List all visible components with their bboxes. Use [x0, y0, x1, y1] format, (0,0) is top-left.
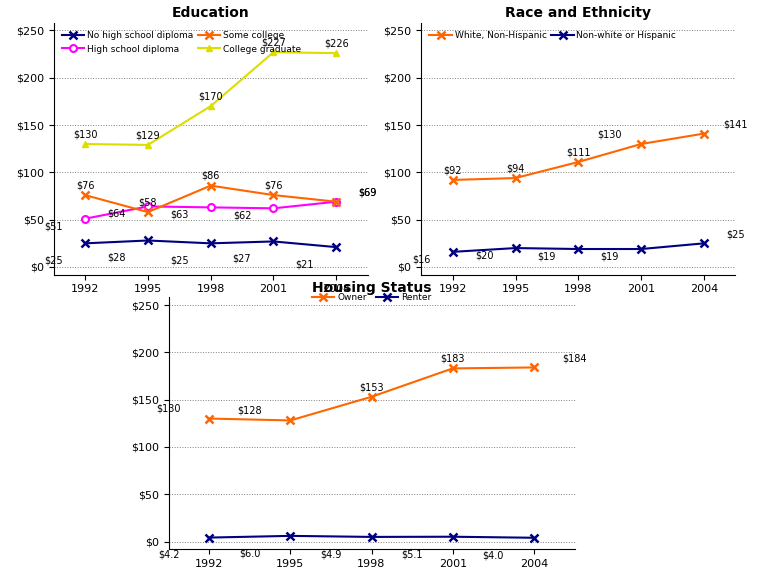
Text: $183: $183 — [440, 353, 465, 364]
Text: $27: $27 — [233, 254, 251, 264]
High school diploma — [332, 198, 341, 205]
Some college — [80, 192, 90, 198]
Text: $69: $69 — [358, 188, 377, 198]
College graduate — [206, 103, 215, 110]
Non-white or Hispanic — [574, 245, 583, 252]
Some college — [206, 182, 215, 189]
Text: $51: $51 — [44, 221, 63, 231]
Line: Renter: Renter — [205, 532, 538, 542]
White, Non-Hispanic — [574, 158, 583, 165]
Text: $58: $58 — [139, 197, 157, 208]
Text: $76: $76 — [76, 180, 94, 190]
Text: $111: $111 — [566, 147, 591, 157]
Text: $4.2: $4.2 — [158, 550, 179, 560]
Title: Education: Education — [172, 6, 250, 21]
High school diploma — [80, 215, 90, 222]
Text: $227: $227 — [261, 38, 286, 47]
Text: $25: $25 — [170, 256, 188, 265]
High school diploma — [143, 203, 152, 210]
No high school diploma — [80, 240, 90, 247]
Text: $64: $64 — [107, 209, 126, 219]
Text: $128: $128 — [237, 406, 262, 416]
Text: $19: $19 — [538, 251, 556, 261]
No high school diploma — [206, 240, 215, 247]
Legend: No high school diploma, High school diploma, Some college, College graduate: No high school diploma, High school dipl… — [58, 27, 305, 57]
Title: Race and Ethnicity: Race and Ethnicity — [506, 6, 651, 21]
Text: $184: $184 — [562, 353, 587, 364]
Text: $170: $170 — [198, 92, 223, 101]
No high school diploma — [332, 244, 341, 251]
Renter — [529, 534, 538, 541]
Owner — [448, 365, 457, 372]
Non-white or Hispanic — [511, 245, 520, 252]
Owner — [286, 417, 295, 424]
Text: $6.0: $6.0 — [239, 548, 260, 558]
Renter — [367, 534, 376, 541]
Text: $129: $129 — [136, 130, 160, 140]
White, Non-Hispanic — [511, 174, 520, 181]
Title: Housing Status: Housing Status — [312, 281, 431, 295]
Text: $69: $69 — [358, 188, 377, 198]
Text: $76: $76 — [264, 180, 283, 190]
Owner — [529, 364, 538, 371]
Text: $86: $86 — [201, 171, 220, 181]
Renter — [286, 533, 295, 539]
Text: $4.9: $4.9 — [320, 549, 342, 559]
Non-white or Hispanic — [699, 240, 709, 247]
Text: $25: $25 — [726, 229, 745, 240]
Some college — [332, 198, 341, 205]
Text: $4.0: $4.0 — [483, 550, 504, 560]
Line: College graduate: College graduate — [81, 49, 340, 148]
Text: $25: $25 — [44, 256, 63, 265]
Text: $153: $153 — [359, 382, 384, 392]
Line: White, Non-Hispanic: White, Non-Hispanic — [449, 129, 708, 184]
Text: $20: $20 — [475, 251, 493, 260]
Line: Non-white or Hispanic: Non-white or Hispanic — [449, 239, 708, 256]
Line: Some college: Some college — [81, 181, 340, 216]
Owner — [205, 415, 214, 422]
White, Non-Hispanic — [699, 130, 709, 137]
Non-white or Hispanic — [637, 245, 646, 252]
Some college — [269, 192, 278, 198]
White, Non-Hispanic — [448, 177, 457, 184]
No high school diploma — [269, 238, 278, 245]
Text: $21: $21 — [296, 260, 314, 269]
No high school diploma — [143, 237, 152, 244]
Owner — [367, 394, 376, 400]
Line: Owner: Owner — [205, 363, 538, 424]
College graduate — [143, 141, 152, 148]
Renter — [448, 533, 457, 540]
Text: $5.1: $5.1 — [401, 549, 423, 559]
Renter — [205, 534, 214, 541]
Some college — [143, 209, 152, 216]
High school diploma — [206, 204, 215, 211]
Text: $94: $94 — [506, 164, 525, 173]
High school diploma — [269, 205, 278, 212]
Line: No high school diploma: No high school diploma — [81, 236, 340, 251]
Text: $141: $141 — [723, 120, 748, 130]
Text: $19: $19 — [601, 251, 619, 261]
Legend: Owner, Renter: Owner, Renter — [308, 289, 435, 305]
Text: $62: $62 — [233, 210, 251, 221]
Text: $92: $92 — [444, 165, 462, 175]
White, Non-Hispanic — [637, 141, 646, 148]
Text: $130: $130 — [73, 129, 97, 139]
Non-white or Hispanic — [448, 248, 457, 255]
Text: $226: $226 — [324, 38, 349, 49]
Text: $63: $63 — [170, 210, 188, 220]
Text: $28: $28 — [107, 253, 126, 263]
Legend: White, Non-Hispanic, Non-white or Hispanic: White, Non-Hispanic, Non-white or Hispan… — [426, 27, 680, 43]
Text: $130: $130 — [597, 129, 622, 139]
College graduate — [80, 141, 90, 148]
Text: $16: $16 — [412, 254, 430, 264]
College graduate — [332, 50, 341, 57]
Text: $130: $130 — [156, 404, 181, 414]
College graduate — [269, 49, 278, 55]
Line: High school diploma: High school diploma — [81, 198, 340, 222]
